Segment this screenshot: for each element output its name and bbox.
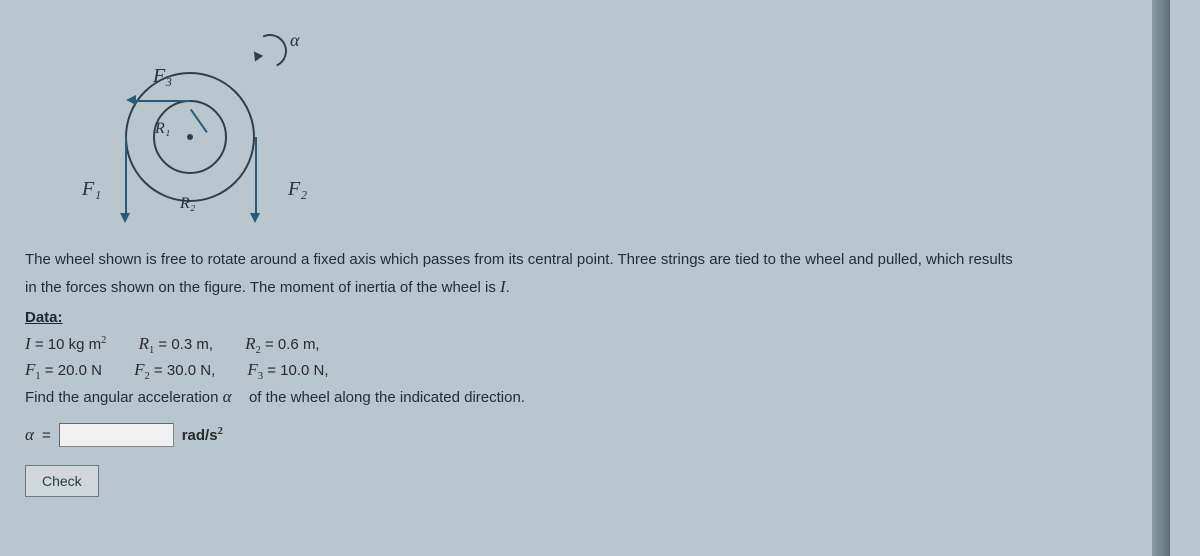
- alpha-symbol: α: [25, 425, 34, 445]
- data-heading: Data:: [25, 309, 1140, 326]
- check-button[interactable]: Check: [25, 465, 99, 497]
- r1-label: R₁: [155, 120, 170, 138]
- wheel-diagram: R₁ R₂ F₁ F₂ F₃ α: [40, 20, 360, 235]
- answer-row: α = rad/s2: [25, 423, 1140, 447]
- data-row-1: I = 10 kg m2 R1 = 0.3 m, R2 = 0.6 m,: [25, 334, 1140, 356]
- problem-line-1: The wheel shown is free to rotate around…: [25, 250, 1140, 270]
- equals-sign: =: [42, 427, 51, 444]
- prompt-line: Find the angular acceleration α⃗ of the …: [25, 386, 1140, 409]
- f3-arrow-line: [135, 100, 190, 102]
- f2-arrow-head: [250, 213, 260, 223]
- axis-dot: [187, 134, 193, 140]
- r2-label: R₂: [180, 195, 195, 213]
- data-row-2: F1 = 20.0 N F2 = 30.0 N, F3 = 10.0 N,: [25, 360, 1140, 382]
- problem-content: The wheel shown is free to rotate around…: [25, 250, 1140, 497]
- f3-label: F₃: [153, 65, 172, 88]
- f1-label: F₁: [82, 178, 101, 201]
- f1-arrow-head: [120, 213, 130, 223]
- f3-arrow-head: [126, 95, 136, 105]
- answer-unit: rad/s2: [182, 426, 223, 444]
- alpha-label: α: [290, 30, 299, 51]
- alpha-input[interactable]: [59, 423, 174, 447]
- f2-arrow-line: [255, 137, 257, 215]
- f2-label: F₂: [288, 178, 307, 201]
- f1-arrow-line: [125, 137, 127, 215]
- scan-artifact: [1152, 0, 1170, 556]
- problem-line-2: in the forces shown on the figure. The m…: [25, 276, 1140, 299]
